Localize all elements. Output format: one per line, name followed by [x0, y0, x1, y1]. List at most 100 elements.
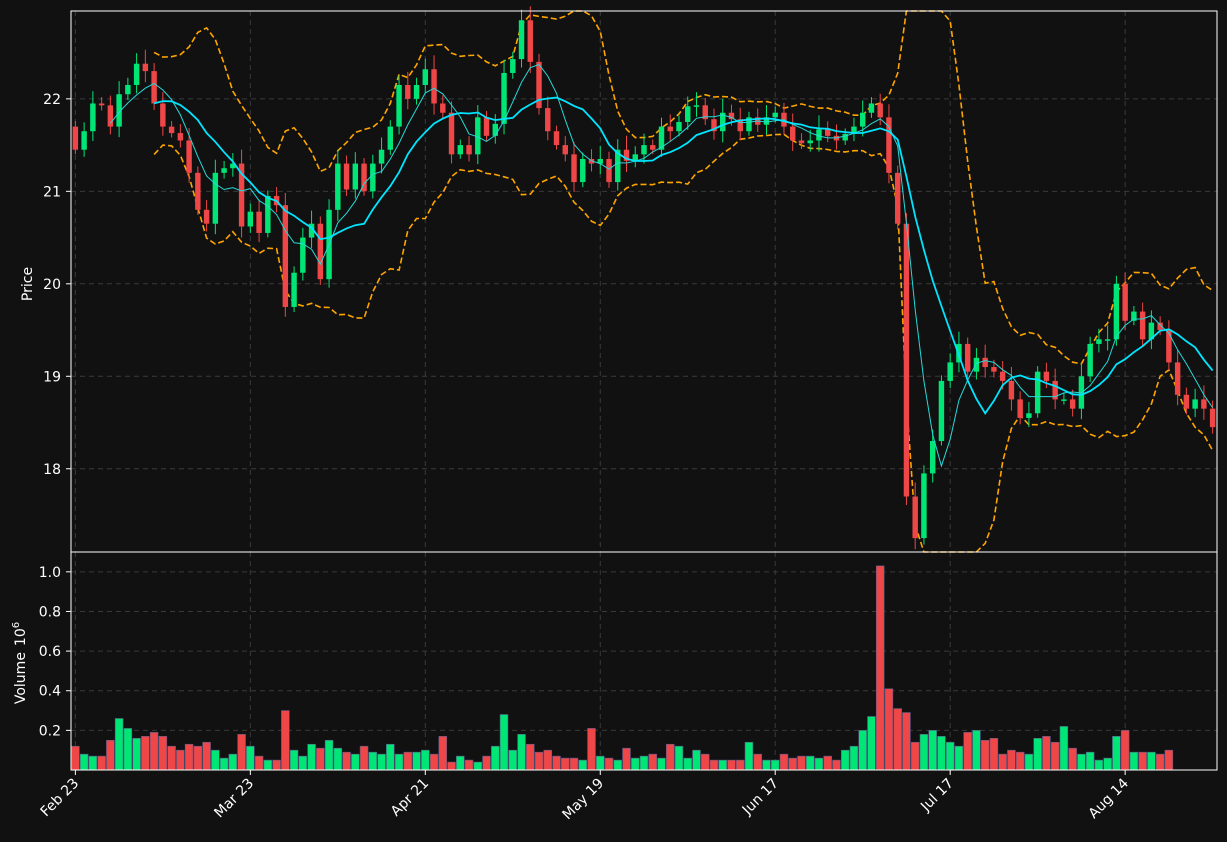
candle-down	[1174, 349, 1181, 406]
volume-bar	[447, 761, 456, 771]
candle-down	[177, 124, 184, 148]
candle-up	[632, 146, 638, 168]
volume-bar	[797, 755, 806, 771]
candle-down	[483, 110, 490, 141]
volume-bar	[814, 757, 824, 771]
candle-down	[1183, 387, 1190, 415]
volume-bar	[324, 739, 334, 771]
candle-up	[510, 51, 516, 79]
candle-down	[877, 93, 883, 126]
candle-body	[1148, 322, 1155, 340]
candle-up	[518, 9, 525, 68]
volume-bar	[840, 749, 850, 771]
candle-body	[763, 117, 770, 125]
candle-up	[685, 96, 691, 130]
volume-bar	[1042, 736, 1051, 771]
candle-down	[168, 121, 175, 138]
volume-bar	[237, 734, 246, 771]
candle-body	[991, 367, 997, 372]
candle-body	[562, 145, 568, 155]
volume-bar	[657, 757, 666, 771]
candle-body	[798, 140, 805, 144]
candle-body	[999, 371, 1006, 381]
candle-up	[1034, 366, 1041, 418]
volume-bar	[561, 757, 570, 771]
volume-bar	[184, 743, 194, 771]
candle-body	[1113, 283, 1120, 340]
candle-body	[685, 106, 691, 122]
candle-body	[650, 145, 656, 150]
volume-bar	[421, 749, 430, 771]
volume-bar	[1007, 749, 1016, 771]
candle-down	[903, 213, 910, 505]
candle-up	[90, 91, 96, 142]
volume-bar	[727, 759, 736, 771]
volume-bar	[735, 759, 745, 771]
candle-up	[300, 227, 306, 281]
candle-body	[125, 84, 131, 95]
price-tick-label: 22	[43, 92, 61, 108]
candle-down	[737, 107, 743, 141]
volume-bar	[281, 710, 290, 771]
candle-up	[81, 122, 87, 157]
candle-up	[676, 115, 682, 137]
candle-body	[168, 126, 175, 134]
volume-bar	[963, 732, 972, 771]
candle-down	[1201, 385, 1207, 420]
candle-down	[1139, 302, 1146, 347]
candle-up	[746, 111, 752, 136]
candle-body	[361, 163, 367, 192]
volume-bar	[526, 743, 535, 771]
volume-bar	[464, 759, 474, 771]
volume-bar	[97, 755, 106, 771]
candle-up	[1131, 306, 1137, 326]
volume-bar	[79, 753, 89, 771]
candle-down	[466, 136, 472, 162]
candle-down	[343, 155, 350, 196]
candle-body	[405, 84, 411, 99]
candle-up	[133, 53, 140, 94]
volume-bar	[543, 749, 553, 771]
candle-body	[300, 237, 306, 273]
candle-body	[597, 158, 603, 164]
candle-up	[1104, 325, 1111, 351]
candle-up	[291, 266, 297, 313]
candle-body	[1201, 399, 1207, 409]
candle-up	[475, 105, 481, 165]
candle-down	[527, 6, 533, 74]
candle-body	[772, 112, 778, 118]
candle-body	[440, 103, 446, 113]
volume-bar	[1094, 759, 1104, 771]
price-tick-label: 21	[43, 184, 61, 200]
candle-body	[606, 158, 612, 183]
candle-body	[1157, 322, 1163, 331]
moving-average-short-line	[110, 63, 1214, 468]
candle-body	[1043, 371, 1050, 381]
volume-axis-label-text: Volume	[13, 652, 29, 704]
candle-down	[160, 92, 166, 136]
volume-bar	[482, 755, 491, 771]
candle-body	[746, 117, 752, 132]
candle-body	[964, 343, 971, 372]
candle-body	[107, 105, 114, 127]
candle-body	[938, 380, 945, 442]
candle-body	[527, 20, 533, 62]
candle-body	[842, 133, 848, 141]
volume-bar	[1112, 736, 1121, 771]
candle-body	[641, 145, 647, 155]
volume-bar	[429, 753, 439, 771]
candle-body	[711, 119, 717, 132]
candle-body	[1122, 283, 1128, 321]
volume-bar	[578, 759, 588, 771]
volume-bar	[141, 736, 150, 771]
candle-body	[1096, 339, 1102, 344]
candle-down	[151, 63, 157, 110]
candle-body	[1061, 399, 1067, 401]
candle-body	[116, 94, 122, 127]
candle-body	[728, 112, 735, 120]
candle-body	[737, 119, 743, 132]
candle-body	[501, 72, 507, 124]
candle-down	[623, 135, 630, 172]
candle-down	[72, 121, 79, 155]
